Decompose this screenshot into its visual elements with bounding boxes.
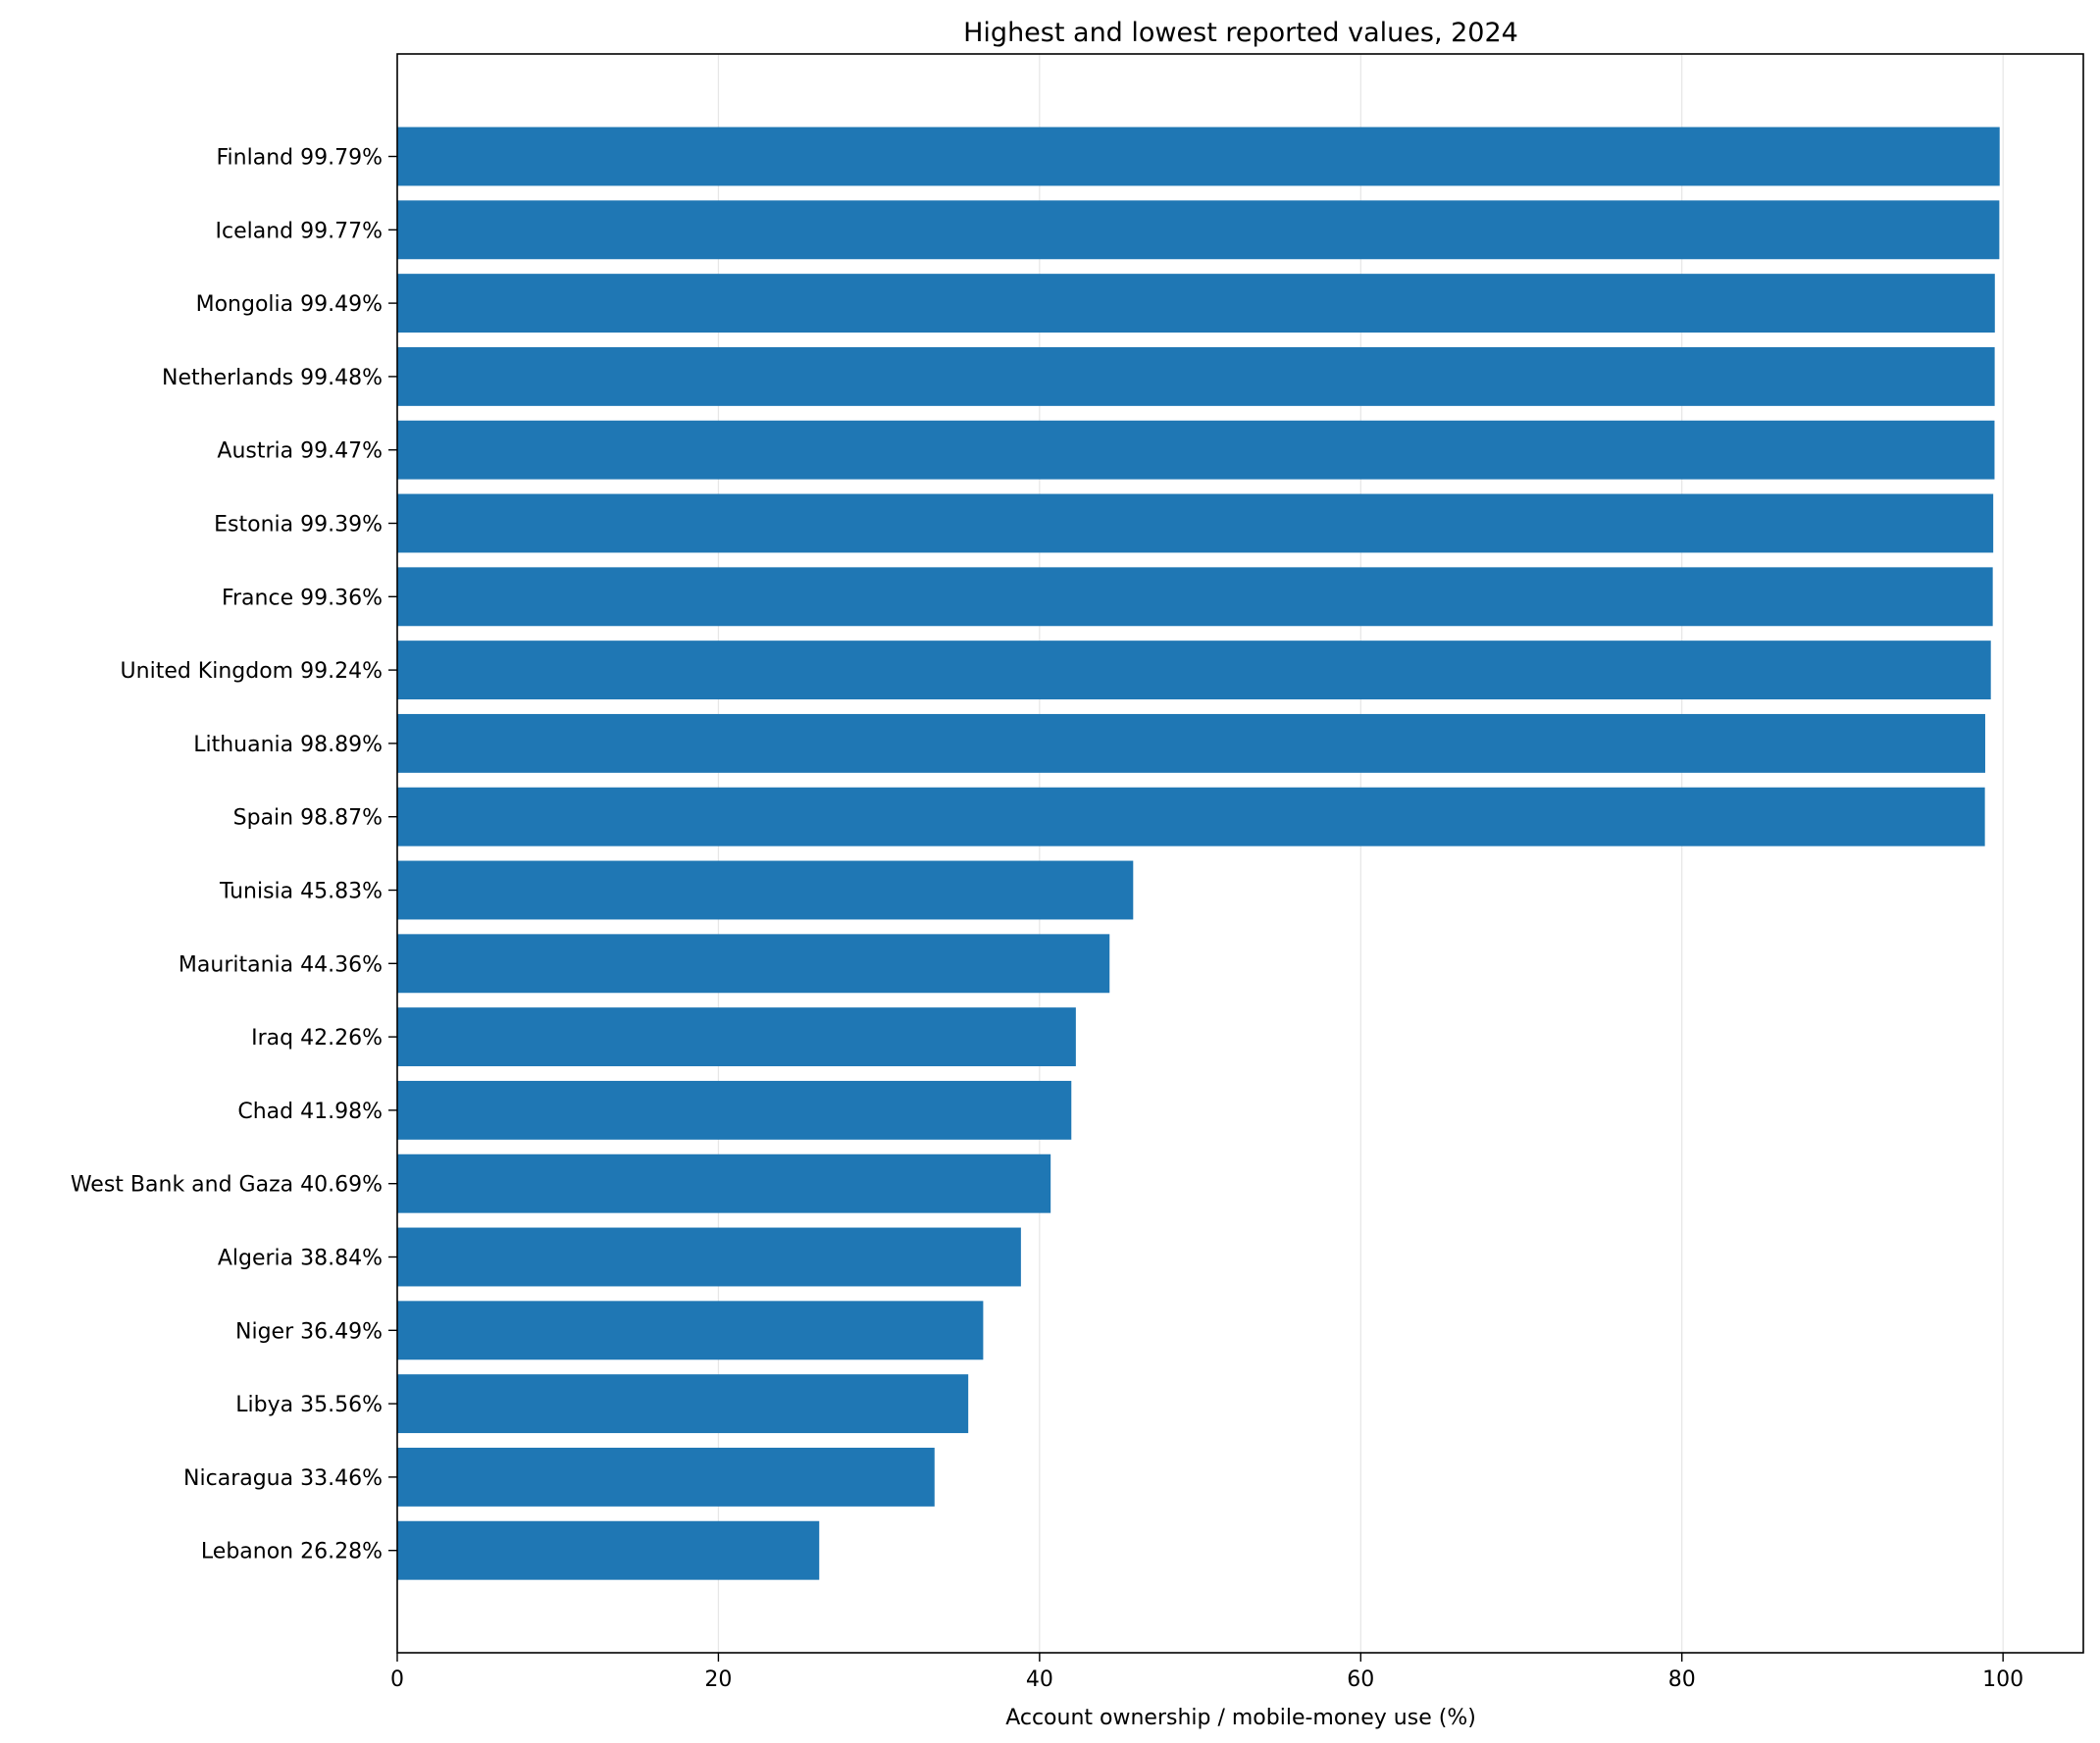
y-tick-label: Libya 35.56% <box>235 1393 383 1417</box>
y-tick-label: Tunisia 45.83% <box>219 880 383 904</box>
bar <box>397 200 2000 260</box>
x-ticks: 0 20 40 60 80 100 <box>390 1653 2023 1692</box>
y-tick-label: Algeria 38.84% <box>218 1247 383 1271</box>
bar <box>397 346 1995 406</box>
x-tick-label: 80 <box>1668 1667 1696 1692</box>
chart-title: Highest and lowest reported values, 2024 <box>963 18 1518 48</box>
bar <box>397 420 1995 480</box>
bar <box>397 127 2000 186</box>
bar <box>397 493 1994 553</box>
y-tick-labels: Finland 99.79% Iceland 99.77% Mongolia 99.… <box>71 146 397 1564</box>
y-tick-label: Mongolia 99.49% <box>196 292 383 317</box>
bar <box>397 934 1110 994</box>
bar <box>397 274 1995 333</box>
bar <box>397 1227 1021 1287</box>
y-tick-label: Lithuania 98.89% <box>193 733 383 757</box>
y-tick-label: Austria 99.47% <box>217 439 383 464</box>
y-tick-label: Iraq 42.26% <box>251 1026 383 1051</box>
y-tick-label: Chad 41.98% <box>237 1100 383 1124</box>
bars <box>397 127 2000 1580</box>
y-tick-label: Iceland 99.77% <box>216 219 384 243</box>
y-tick-label: Mauritania 44.36% <box>179 952 383 977</box>
bar <box>397 641 1991 700</box>
y-tick-label: Niger 36.49% <box>235 1319 383 1344</box>
y-tick-label: Estonia 99.39% <box>214 513 383 538</box>
x-axis-label: Account ownership / mobile-money use (%) <box>1005 1706 1476 1730</box>
y-tick-label: United Kingdom 99.24% <box>121 659 383 684</box>
y-tick-label: Spain 98.87% <box>233 806 383 831</box>
y-tick-label: Netherlands 99.48% <box>162 366 383 390</box>
bar <box>397 1153 1051 1213</box>
bar <box>397 713 1985 773</box>
x-tick-label: 20 <box>704 1667 732 1692</box>
bar <box>397 1520 820 1580</box>
x-tick-label: 100 <box>1982 1667 2023 1692</box>
bar <box>397 787 1985 846</box>
bar <box>397 1447 935 1507</box>
bar <box>397 1080 1072 1140</box>
bar <box>397 567 1993 627</box>
bar <box>397 860 1134 920</box>
bar <box>397 1374 969 1434</box>
x-tick-label: 40 <box>1026 1667 1053 1692</box>
y-tick-label: France 99.36% <box>222 586 383 610</box>
y-tick-label: West Bank and Gaza 40.69% <box>71 1173 383 1198</box>
plot-frame <box>396 53 2084 1654</box>
y-tick-label: Nicaragua 33.46% <box>183 1466 383 1491</box>
x-tick-label: 60 <box>1347 1667 1374 1692</box>
x-tick-label: 0 <box>390 1667 404 1692</box>
bar <box>397 1301 984 1360</box>
y-tick-label: Finland 99.79% <box>217 146 384 171</box>
bar <box>397 1007 1076 1067</box>
y-tick-label: Lebanon 26.28% <box>201 1540 383 1564</box>
